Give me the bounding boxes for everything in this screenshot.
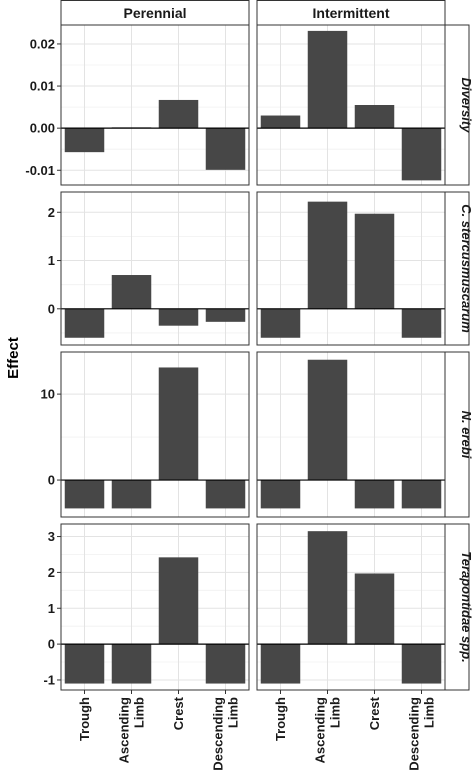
x-tick-label-line: Limb: [422, 697, 437, 728]
column-strip-2: [256, 0, 446, 26]
x-tick-label-line: Trough: [273, 697, 288, 741]
x-tick-label-line: Limb: [132, 697, 147, 728]
x-tick-label: Crest: [367, 696, 382, 730]
x-tick-label-line: Ascending: [117, 697, 132, 764]
y-tick-label: 1: [48, 253, 55, 268]
bar-descending-limb: [401, 644, 442, 684]
bar-crest: [158, 367, 199, 481]
panel-4-2: [256, 523, 446, 691]
y-tick-label: 2: [48, 565, 55, 580]
panel-4-1: [60, 523, 250, 691]
panel-border: [256, 191, 446, 346]
bar-trough: [260, 308, 301, 338]
y-tick-label: 1: [48, 601, 55, 616]
panel-border: [256, 24, 446, 186]
x-tick-label-line: Ascending: [313, 697, 328, 764]
bar-crest: [158, 557, 199, 645]
column-strip-1: [60, 0, 250, 26]
x-tick-label-line: Limb: [226, 697, 241, 728]
y-tick-label: 2: [48, 205, 55, 220]
bar-descending-limb: [205, 644, 246, 684]
column-strip-label-2: Intermittent: [313, 5, 390, 21]
bar-descending-limb: [205, 480, 246, 509]
row-strip-3: [444, 351, 470, 518]
x-tick-label: DescendingLimb: [407, 697, 437, 771]
bar-crest: [354, 480, 395, 509]
panel-border: [60, 24, 250, 186]
bar-descending-limb: [205, 128, 246, 170]
column-strip-label-1: Perennial: [123, 5, 186, 21]
bar-trough: [64, 480, 105, 509]
bar-descending-limb: [401, 480, 442, 509]
x-tick-label-line: Trough: [77, 697, 92, 741]
panel-2-2: [256, 191, 446, 346]
panel-border: [60, 191, 250, 346]
y-tick-label: 10: [41, 387, 55, 402]
x-tick-label-line: Descending: [211, 697, 226, 771]
bar-ascending-limb: [111, 275, 152, 309]
bar-trough: [260, 480, 301, 509]
panel-2-1: [60, 191, 250, 346]
row-strip-label-4: Terapontidae spp.: [459, 551, 474, 662]
row-strip-2: [444, 191, 470, 346]
bar-trough: [260, 115, 301, 129]
x-tick-label: AscendingLimb: [313, 697, 343, 764]
bar-crest: [158, 308, 199, 326]
x-tick-label-line: Crest: [171, 696, 186, 730]
x-tick-label: Trough: [273, 697, 288, 741]
y-tick-label: 0.00: [30, 121, 55, 136]
y-tick-label: 0.02: [30, 36, 55, 51]
y-tick-label: 3: [48, 529, 55, 544]
bar-ascending-limb: [307, 201, 348, 309]
x-tick-label: Trough: [77, 697, 92, 741]
bar-ascending-limb: [111, 644, 152, 684]
bar-ascending-limb: [111, 480, 152, 509]
y-tick-label: 0.01: [30, 79, 55, 94]
bar-trough: [64, 644, 105, 684]
panel-3-2: [256, 351, 446, 518]
panel-border: [60, 351, 250, 518]
bar-ascending-limb: [307, 359, 348, 481]
y-tick-label: 0: [48, 301, 55, 316]
y-tick-label: 0: [48, 637, 55, 652]
row-strip-label-1: Diversity: [459, 78, 474, 134]
x-tick-label-line: Descending: [407, 697, 422, 771]
panel-1-1: [60, 24, 250, 186]
panel-border: [256, 523, 446, 691]
bar-descending-limb: [401, 308, 442, 338]
bar-trough: [260, 644, 301, 684]
bar-ascending-limb: [307, 30, 348, 129]
bar-crest: [354, 213, 395, 309]
panel-3-1: [60, 351, 250, 518]
row-strip-1: [444, 24, 470, 186]
x-tick-label: AscendingLimb: [117, 697, 147, 764]
bar-ascending-limb: [307, 531, 348, 645]
row-strip-label-3: N. erebi: [459, 411, 474, 459]
bar-crest: [158, 99, 199, 129]
bar-descending-limb: [205, 308, 246, 322]
y-axis-title: Effect: [5, 337, 22, 379]
bar-descending-limb: [401, 128, 442, 181]
x-tick-label: Crest: [171, 696, 186, 730]
y-tick-label: 0: [48, 473, 55, 488]
y-tick-label: -0.01: [25, 163, 55, 178]
x-tick-label: DescendingLimb: [211, 697, 241, 771]
panel-1-2: [256, 24, 446, 186]
row-strip-label-2: C. stercusmuscarum: [459, 204, 474, 333]
row-strip-4: [444, 523, 470, 691]
bar-crest: [354, 573, 395, 645]
bar-trough: [64, 128, 105, 153]
bar-trough: [64, 308, 105, 338]
bar-crest: [354, 105, 395, 129]
panel-border: [256, 351, 446, 518]
x-tick-label-line: Limb: [328, 697, 343, 728]
y-tick-label: -1: [43, 672, 55, 687]
x-tick-label-line: Crest: [367, 696, 382, 730]
panel-border: [60, 523, 250, 691]
